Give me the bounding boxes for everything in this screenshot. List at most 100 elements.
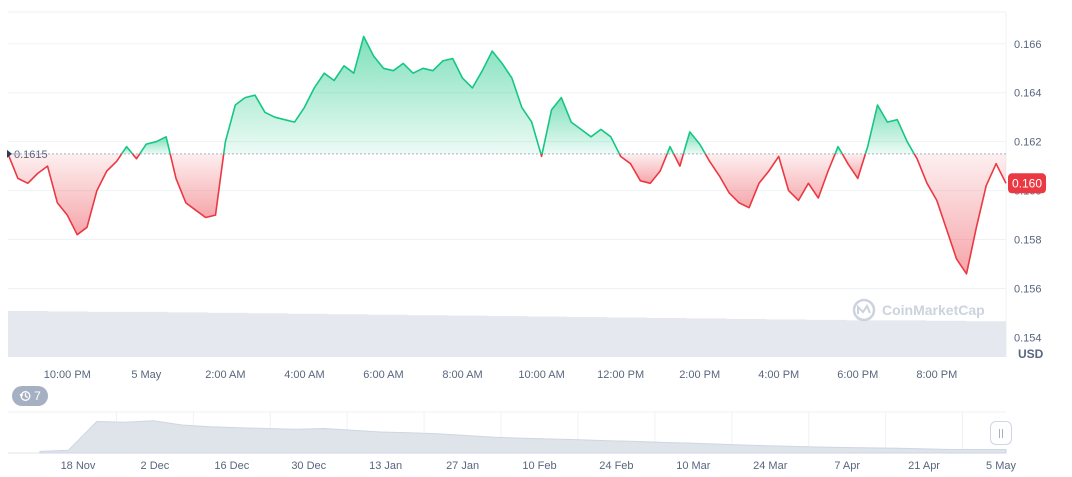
volume-bar bbox=[8, 310, 49, 357]
x-tick-label: 8:00 PM bbox=[916, 369, 957, 381]
area-up bbox=[139, 136, 171, 154]
x-tick-label: 4:00 PM bbox=[758, 369, 799, 381]
y-tick-label: 0.164 bbox=[1014, 88, 1042, 100]
price-line-down[interactable] bbox=[841, 153, 867, 180]
reference-label: 0.1615 bbox=[7, 149, 48, 161]
current-price-badge-bg bbox=[1008, 173, 1046, 194]
volume-bar bbox=[407, 315, 448, 357]
volume-bar bbox=[766, 319, 807, 357]
volume-bar bbox=[566, 317, 608, 357]
y-tick-label: 0.162 bbox=[1014, 137, 1042, 149]
currency-label: USD bbox=[1018, 347, 1044, 361]
navigator-date-label: 10 Feb bbox=[522, 460, 556, 472]
volume-bar bbox=[167, 312, 208, 357]
price-line-down[interactable] bbox=[672, 153, 685, 167]
volume-bar bbox=[367, 314, 408, 357]
navigator-date-label: 16 Dec bbox=[214, 460, 249, 472]
history-count: 7 bbox=[34, 389, 41, 403]
current-price-badge: 0.160 bbox=[1008, 173, 1046, 194]
volume-bar bbox=[447, 315, 488, 357]
volume-bar bbox=[247, 313, 288, 357]
volume-bar bbox=[686, 318, 727, 357]
price-line-down[interactable] bbox=[540, 153, 543, 158]
navigator-date-label: 13 Jan bbox=[369, 460, 402, 472]
y-tick-label: 0.166 bbox=[1014, 39, 1042, 51]
price-area bbox=[8, 36, 1006, 274]
history-icon bbox=[19, 391, 31, 401]
volume-bar bbox=[87, 311, 129, 357]
navigator-date-label: 7 Apr bbox=[834, 460, 860, 472]
x-axis: 10:00 PM 5 May 2:00 AM 4:00 AM 6:00 AM 8:00 A… bbox=[44, 369, 958, 381]
price-line-up[interactable] bbox=[541, 96, 621, 155]
range-navigator[interactable]: 18 Nov 2 Dec 16 Dec 30 Dec 13 Jan 27 Jan 10 Fe… bbox=[8, 411, 1016, 472]
price-line-up[interactable] bbox=[682, 131, 706, 155]
watermark-text: CoinMarketCap bbox=[882, 302, 985, 318]
area-down bbox=[619, 153, 668, 184]
x-tick-label: 10:00 PM bbox=[44, 369, 91, 381]
navigator-date-label: 24 Feb bbox=[599, 460, 633, 472]
coinmarketcap-watermark: CoinMarketCap bbox=[852, 298, 985, 322]
area-up bbox=[223, 36, 541, 154]
x-tick-label: 10:00 AM bbox=[518, 369, 564, 381]
current-price-value: 0.160 bbox=[1012, 176, 1042, 190]
area-up bbox=[865, 105, 915, 154]
price-line-up[interactable] bbox=[222, 35, 542, 155]
area-up bbox=[121, 146, 133, 154]
volume-bar bbox=[487, 316, 528, 357]
volume-bar bbox=[726, 318, 767, 357]
navigator-area bbox=[39, 420, 1007, 454]
area-down bbox=[914, 153, 1006, 274]
navigator-date-label: 21 Apr bbox=[908, 460, 940, 472]
price-line-down[interactable] bbox=[131, 153, 141, 160]
coinmarketcap-logo-icon bbox=[852, 298, 876, 322]
navigator-handle[interactable] bbox=[990, 421, 1012, 445]
navigator-date-label: 18 Nov bbox=[61, 460, 96, 472]
coinmarketcap-logo-mark bbox=[857, 303, 871, 314]
price-line-down[interactable] bbox=[704, 153, 836, 209]
navigator-date-label: 30 Dec bbox=[291, 460, 326, 472]
x-tick-label: 2:00 PM bbox=[679, 369, 720, 381]
navigator-date-label: 5 May bbox=[986, 460, 1016, 472]
volume-bar bbox=[47, 311, 89, 357]
volume-bar bbox=[806, 319, 847, 357]
y-tick-label: 0.158 bbox=[1014, 235, 1042, 247]
volume-bar bbox=[966, 321, 1007, 357]
x-tick-label: 6:00 PM bbox=[837, 369, 878, 381]
x-tick-label: 8:00 AM bbox=[442, 369, 482, 381]
reference-value: 0.1615 bbox=[14, 149, 48, 161]
history-badge[interactable]: 7 bbox=[12, 386, 48, 406]
x-tick-label: 5 May bbox=[131, 369, 161, 381]
area-down bbox=[705, 153, 836, 208]
area-up bbox=[542, 97, 620, 154]
price-line-up[interactable] bbox=[834, 145, 843, 155]
price-line-up[interactable] bbox=[120, 145, 134, 155]
volume-bar bbox=[327, 314, 368, 357]
price-line-up[interactable] bbox=[139, 136, 171, 155]
price-line-down[interactable] bbox=[169, 153, 225, 219]
price-line-up[interactable] bbox=[666, 145, 675, 155]
volume-bar bbox=[526, 316, 568, 357]
price-line-down[interactable] bbox=[7, 153, 123, 236]
price-line-down[interactable] bbox=[618, 153, 668, 185]
price-line-up[interactable] bbox=[864, 104, 915, 155]
volume-bar bbox=[886, 320, 927, 357]
navigator-date-label: 27 Jan bbox=[446, 460, 479, 472]
volume-bar bbox=[926, 320, 967, 357]
volume-bar bbox=[646, 317, 687, 357]
area-down bbox=[170, 153, 224, 218]
x-tick-label: 4:00 AM bbox=[284, 369, 324, 381]
price-line[interactable] bbox=[7, 35, 1007, 275]
volume-bar bbox=[846, 320, 887, 357]
volume-bar bbox=[287, 313, 328, 357]
x-tick-label: 6:00 AM bbox=[363, 369, 403, 381]
x-tick-label: 12:00 PM bbox=[597, 369, 644, 381]
navigator-date-label: 10 Mar bbox=[676, 460, 711, 472]
volume-bars bbox=[8, 310, 1007, 357]
reference-marker-icon bbox=[7, 149, 12, 158]
volume-bar bbox=[127, 311, 168, 357]
y-tick-label: 0.156 bbox=[1014, 283, 1042, 295]
navigator-date-label: 2 Dec bbox=[141, 460, 170, 472]
price-line-down[interactable] bbox=[913, 153, 1007, 275]
area-down bbox=[8, 153, 122, 235]
